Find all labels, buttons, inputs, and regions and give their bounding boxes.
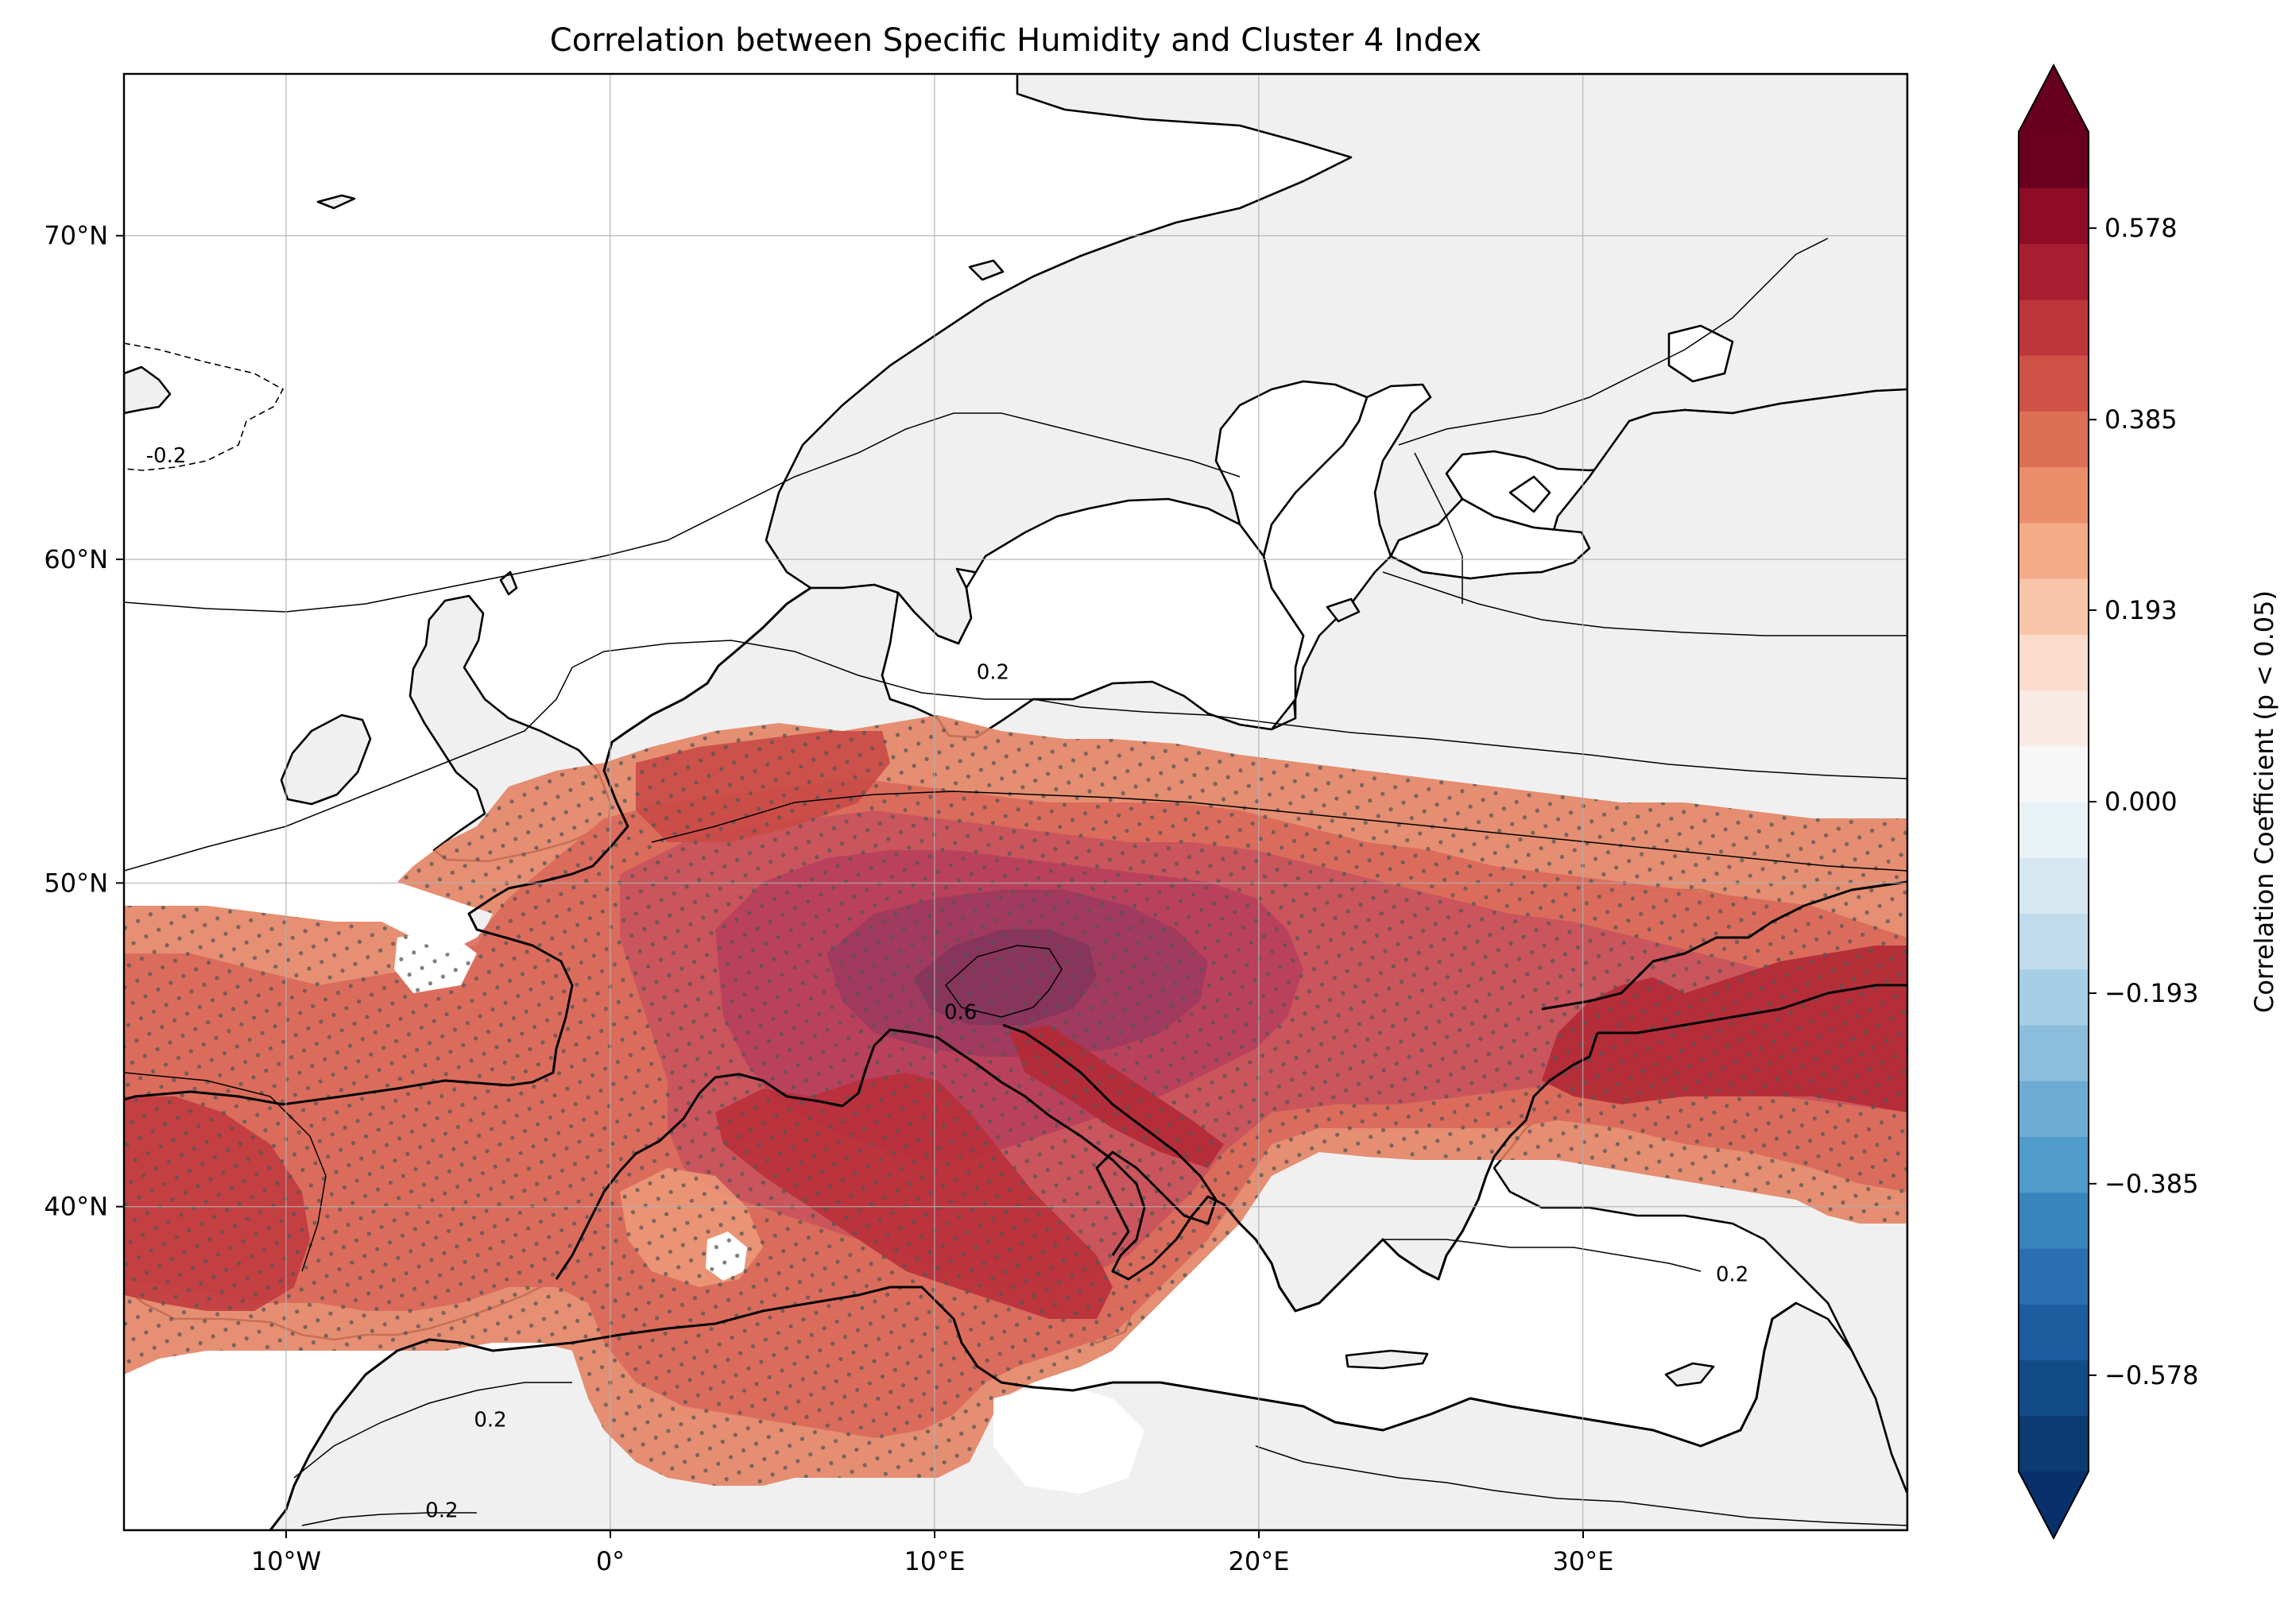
colorbar-tick-label: 0.578: [2104, 213, 2178, 243]
contour-04-europe: [651, 791, 1907, 872]
contour-scandinavia: [1398, 238, 1829, 446]
water-lake-ladoga: [1508, 475, 1551, 513]
contour-02-africa: [293, 1382, 572, 1479]
colorbar-band: [2019, 188, 2089, 245]
colorbar-bands: [2019, 132, 2089, 1472]
colorbar-ticks: −0.578 −0.385 −0.193 0.000 0.193 0.385 0.578: [2089, 213, 2198, 1390]
colorbar-band: [2019, 299, 2089, 356]
colorbar-tick-label: −0.385: [2104, 1169, 2198, 1199]
y-tick-label: 50°N: [44, 868, 108, 898]
colorbar-band: [2019, 1415, 2089, 1472]
colorbar-tick-label: 0.000: [2104, 787, 2178, 817]
map-title: Correlation between Specific Humidity an…: [550, 22, 1481, 59]
contour-02-africa-low: [301, 1512, 477, 1526]
colorbar-band: [2019, 411, 2089, 468]
contour-label: 0.2: [1716, 1263, 1748, 1286]
colorbar-band: [2019, 355, 2089, 412]
colorbar-band: [2019, 1081, 2089, 1138]
y-tick-label: 70°N: [44, 221, 108, 251]
colorbar: −0.578 −0.385 −0.193 0.000 0.193 0.385 0.578 C…: [2018, 63, 2279, 1541]
coast-black-sea-north: [1541, 880, 1907, 1011]
significance-stippling: [124, 715, 1907, 1486]
colorbar-band: [2019, 745, 2089, 802]
land-crete: [1345, 1349, 1429, 1370]
contour-label: 0.2: [474, 1409, 506, 1433]
land-shetland: [499, 570, 518, 596]
coast-iberia-france: [124, 586, 811, 1106]
land-cyprus: [1664, 1362, 1715, 1387]
colorbar-label: Correlation Coefficient (p < 0.05): [2249, 590, 2279, 1013]
contour-neg02-iceland: [124, 342, 285, 471]
map-panel: -0.2 0.2 0.6 0.2 0.2 0.2: [122, 72, 1909, 1532]
land-kolguev: [968, 259, 1005, 281]
contour-labels: -0.2 0.2 0.6 0.2 0.2 0.2: [146, 444, 1749, 1523]
x-tick-label: 20°E: [1229, 1546, 1290, 1576]
colorbar-tick-label: −0.193: [2104, 978, 2198, 1008]
colorbar-band: [2019, 1248, 2089, 1305]
colorbar-band: [2019, 690, 2089, 747]
water-gulf-of-finland: [1389, 497, 1591, 580]
colorbar-extend-min: [2019, 1471, 2089, 1538]
map-frame: [122, 72, 1909, 1532]
colorbar-tick-label: 0.193: [2104, 595, 2178, 625]
contour-label: 0.2: [977, 661, 1009, 685]
colorbar-band: [2019, 913, 2089, 970]
hole-sahara: [993, 1382, 1144, 1494]
contour-04-iberia: [124, 1072, 327, 1272]
contour-02-uk: [124, 640, 1033, 872]
colorbar-band: [2019, 132, 2089, 188]
colorbar-outline: [2018, 63, 2089, 1541]
colorbar-band: [2019, 243, 2089, 300]
colorbar-band: [2019, 1025, 2089, 1081]
colorbar-band: [2019, 1304, 2089, 1361]
y-axis-labels: 40°N 50°N 60°N 70°N: [44, 221, 124, 1222]
colorbar-band: [2019, 1359, 2089, 1417]
contour-06-center: [945, 945, 1063, 1018]
colorbar-tick-label: 0.385: [2104, 404, 2178, 435]
land-faroe: [316, 194, 356, 210]
coast-italy-boot: [1002, 1023, 1218, 1256]
colorbar-band: [2019, 857, 2089, 915]
colorbar-band: [2019, 1192, 2089, 1249]
contour-02-north: [124, 412, 1241, 613]
contour-02-east: [1032, 698, 1907, 779]
contour-label: 0.2: [425, 1499, 458, 1523]
water-gulf-of-bothnia: [1214, 380, 1369, 558]
contour-lines: [124, 238, 1907, 1526]
x-tick-label: 30°E: [1553, 1546, 1614, 1576]
coastlines: [124, 586, 1907, 1530]
contour-label: -0.2: [146, 444, 187, 468]
coast-black-sea: [1597, 984, 1907, 1034]
stipple-europe: [124, 715, 1907, 1486]
colorbar-tick-label: −0.578: [2104, 1360, 2198, 1390]
x-tick-label: 10°W: [251, 1546, 321, 1576]
contour-finland-east: [1382, 571, 1907, 636]
coast-north-africa: [269, 1286, 1797, 1530]
x-tick-label: 10°E: [904, 1546, 966, 1576]
colorbar-band: [2019, 802, 2089, 858]
colorbar-band: [2019, 969, 2089, 1026]
contour-02-east-africa: [1255, 1445, 1907, 1526]
land-iceland: [124, 365, 172, 415]
colorbar-band: [2019, 466, 2089, 524]
x-tick-label: 0°: [596, 1546, 625, 1576]
colorbar-band: [2019, 634, 2089, 691]
border-eastern: [1414, 452, 1463, 604]
x-axis-labels: 10°W 0° 10°E 20°E 30°E: [251, 1530, 1614, 1576]
water-white-sea: [1667, 324, 1734, 383]
colorbar-band: [2019, 1136, 2089, 1193]
y-tick-label: 60°N: [44, 544, 108, 574]
y-tick-label: 40°N: [44, 1192, 108, 1222]
land-saaremaa: [1326, 597, 1361, 623]
contour-02-east-sea: [1383, 1239, 1702, 1272]
colorbar-band: [2019, 578, 2089, 635]
colorbar-extend-max: [2019, 65, 2089, 132]
contour-label: 0.6: [944, 1000, 977, 1024]
coast-med-north: [555, 1028, 1599, 1313]
colorbar-band: [2019, 522, 2089, 579]
graticule: [124, 74, 1907, 1530]
